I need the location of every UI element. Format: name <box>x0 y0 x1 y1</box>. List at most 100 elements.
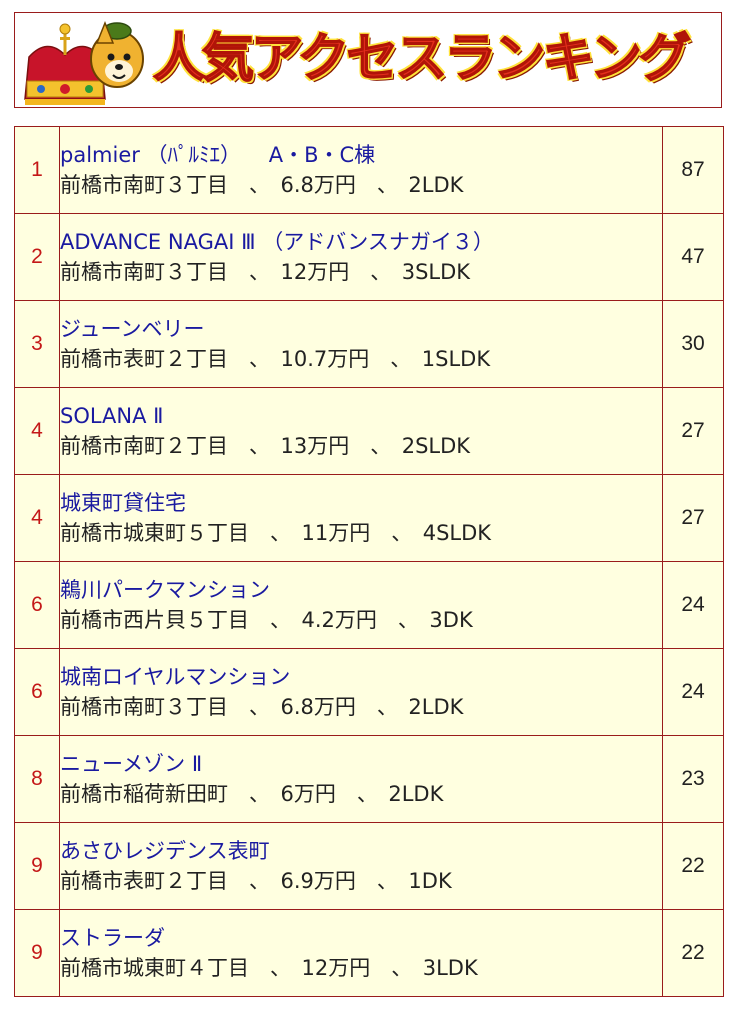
property-link[interactable]: あさひレジデンス表町 <box>60 839 270 863</box>
separator: 、 <box>355 869 409 893</box>
ranking-row: 4 SOLANA Ⅱ 前橋市南町２丁目 、 13万円 、 2SLDK 27 <box>14 387 724 475</box>
property-link[interactable]: ニューメゾン Ⅱ <box>60 752 203 776</box>
property-price: 12万円 <box>280 260 350 284</box>
separator: 、 <box>355 695 409 719</box>
banner-title: 人気アクセスランキング <box>152 28 691 90</box>
separator: 、 <box>228 260 281 284</box>
ranking-row: 8 ニューメゾン Ⅱ 前橋市稲荷新田町 、 6万円 、 2LDK 23 <box>14 735 724 823</box>
property-detail: 前橋市西片貝５丁目 、 4.2万円 、 3DK <box>60 605 662 635</box>
property-price: 4.2万円 <box>301 608 377 632</box>
access-count: 22 <box>662 909 724 997</box>
property-info: 城東町貸住宅前橋市城東町５丁目 、 11万円 、 4SLDK <box>59 474 663 562</box>
property-address: 前橋市南町２丁目 <box>60 434 228 458</box>
property-info: ADVANCE NAGAI Ⅲ （アドバンスナガイ３） 前橋市南町３丁目 、 12… <box>59 213 663 301</box>
property-info: SOLANA Ⅱ 前橋市南町２丁目 、 13万円 、 2SLDK <box>59 387 663 475</box>
property-layout: 3SLDK <box>401 260 471 284</box>
property-detail: 前橋市南町３丁目 、 6.8万円 、 2LDK <box>60 170 662 200</box>
property-detail: 前橋市南町３丁目 、 6.8万円 、 2LDK <box>60 692 662 722</box>
property-info: 城南ロイヤルマンション前橋市南町３丁目 、 6.8万円 、 2LDK <box>59 648 663 736</box>
ranking-row: 6 鵜川パークマンション 前橋市西片貝５丁目 、 4.2万円 、 3DK 24 <box>14 561 724 649</box>
property-price: 11万円 <box>301 521 371 545</box>
property-address: 前橋市表町２丁目 <box>60 347 228 371</box>
property-link[interactable]: 城東町貸住宅 <box>60 491 186 515</box>
property-detail: 前橋市表町２丁目 、 6.9万円 、 1DK <box>60 866 662 896</box>
property-detail: 前橋市南町２丁目 、 13万円 、 2SLDK <box>60 431 662 461</box>
ranking-row: 1 palmier （ﾊﾟﾙﾐｴ） A・B・C棟前橋市南町３丁目 、 6.8万円 … <box>14 126 724 214</box>
separator: 、 <box>370 521 423 545</box>
separator: 、 <box>228 869 281 893</box>
property-info: ストラーダ前橋市城東町４丁目 、 12万円 、 3LDK <box>59 909 663 997</box>
property-layout: 2LDK <box>408 695 464 719</box>
access-count: 22 <box>662 822 724 910</box>
separator: 、 <box>228 434 281 458</box>
property-price: 13万円 <box>280 434 350 458</box>
property-layout: 1DK <box>408 869 452 893</box>
property-address: 前橋市南町３丁目 <box>60 260 228 284</box>
rank-number: 8 <box>14 735 60 823</box>
ranking-row: 9 ストラーダ前橋市城東町４丁目 、 12万円 、 3LDK 22 <box>14 909 724 997</box>
access-count: 27 <box>662 474 724 562</box>
ranking-row: 9 あさひレジデンス表町 前橋市表町２丁目 、 6.9万円 、 1DK 22 <box>14 822 724 910</box>
property-link[interactable]: 鵜川パークマンション <box>60 578 270 602</box>
property-address: 前橋市稲荷新田町 <box>60 782 228 806</box>
rank-number: 4 <box>14 474 60 562</box>
property-price: 12万円 <box>301 956 371 980</box>
ranking-banner: 人気アクセスランキング <box>14 12 722 108</box>
separator: 、 <box>355 173 409 197</box>
property-address: 前橋市城東町５丁目 <box>60 521 249 545</box>
property-price: 6万円 <box>280 782 336 806</box>
property-detail: 前橋市南町３丁目 、 12万円 、 3SLDK <box>60 257 662 287</box>
property-price: 6.9万円 <box>280 869 356 893</box>
rank-number: 1 <box>14 126 60 214</box>
property-link[interactable]: ストラーダ <box>60 926 165 950</box>
property-link[interactable]: ジューンベリー <box>60 317 205 341</box>
rank-number: 6 <box>14 561 60 649</box>
property-layout: 1SLDK <box>421 347 491 371</box>
property-detail: 前橋市城東町４丁目 、 12万円 、 3LDK <box>60 953 662 983</box>
property-price: 6.8万円 <box>280 695 356 719</box>
ranking-row: 6 城南ロイヤルマンション前橋市南町３丁目 、 6.8万円 、 2LDK 24 <box>14 648 724 736</box>
property-address: 前橋市西片貝５丁目 <box>60 608 249 632</box>
separator: 、 <box>228 782 281 806</box>
ranking-table: 1 palmier （ﾊﾟﾙﾐｴ） A・B・C棟前橋市南町３丁目 、 6.8万円 … <box>14 126 724 997</box>
separator: 、 <box>376 608 430 632</box>
property-detail: 前橋市城東町５丁目 、 11万円 、 4SLDK <box>60 518 662 548</box>
ranking-row: 4 城東町貸住宅 前橋市城東町５丁目 、 11万円 、 4SLDK 27 <box>14 474 724 562</box>
separator: 、 <box>249 608 302 632</box>
property-address: 前橋市城東町４丁目 <box>60 956 249 980</box>
separator: 、 <box>335 782 389 806</box>
separator: 、 <box>369 347 422 371</box>
property-address: 前橋市南町３丁目 <box>60 173 228 197</box>
separator: 、 <box>228 347 281 371</box>
access-count: 24 <box>662 561 724 649</box>
rank-number: 9 <box>14 909 60 997</box>
access-count: 87 <box>662 126 724 214</box>
separator: 、 <box>249 521 302 545</box>
rank-number: 3 <box>14 300 60 388</box>
separator: 、 <box>370 956 423 980</box>
property-link[interactable]: SOLANA Ⅱ <box>60 404 164 428</box>
property-layout: 3DK <box>429 608 473 632</box>
access-count: 24 <box>662 648 724 736</box>
property-detail: 前橋市稲荷新田町 、 6万円 、 2LDK <box>60 779 662 809</box>
access-count: 27 <box>662 387 724 475</box>
rank-number: 9 <box>14 822 60 910</box>
separator: 、 <box>249 956 302 980</box>
access-count: 47 <box>662 213 724 301</box>
property-layout: 2LDK <box>408 173 464 197</box>
rank-number: 6 <box>14 648 60 736</box>
property-info: ジューンベリー前橋市表町２丁目 、 10.7万円 、 1SLDK <box>59 300 663 388</box>
property-link[interactable]: ADVANCE NAGAI Ⅲ （アドバンスナガイ３） <box>60 230 494 254</box>
property-layout: 4SLDK <box>422 521 492 545</box>
property-address: 前橋市表町２丁目 <box>60 869 228 893</box>
property-link[interactable]: palmier （ﾊﾟﾙﾐｴ） A・B・C棟 <box>60 143 376 167</box>
separator: 、 <box>228 173 281 197</box>
ranking-rows: 1 palmier （ﾊﾟﾙﾐｴ） A・B・C棟前橋市南町３丁目 、 6.8万円 … <box>14 126 724 997</box>
property-link[interactable]: 城南ロイヤルマンション <box>60 665 291 689</box>
property-detail: 前橋市表町２丁目 、 10.7万円 、 1SLDK <box>60 344 662 374</box>
separator: 、 <box>228 695 281 719</box>
rank-number: 4 <box>14 387 60 475</box>
property-info: あさひレジデンス表町 前橋市表町２丁目 、 6.9万円 、 1DK <box>59 822 663 910</box>
access-count: 23 <box>662 735 724 823</box>
property-info: palmier （ﾊﾟﾙﾐｴ） A・B・C棟前橋市南町３丁目 、 6.8万円 、… <box>59 126 663 214</box>
